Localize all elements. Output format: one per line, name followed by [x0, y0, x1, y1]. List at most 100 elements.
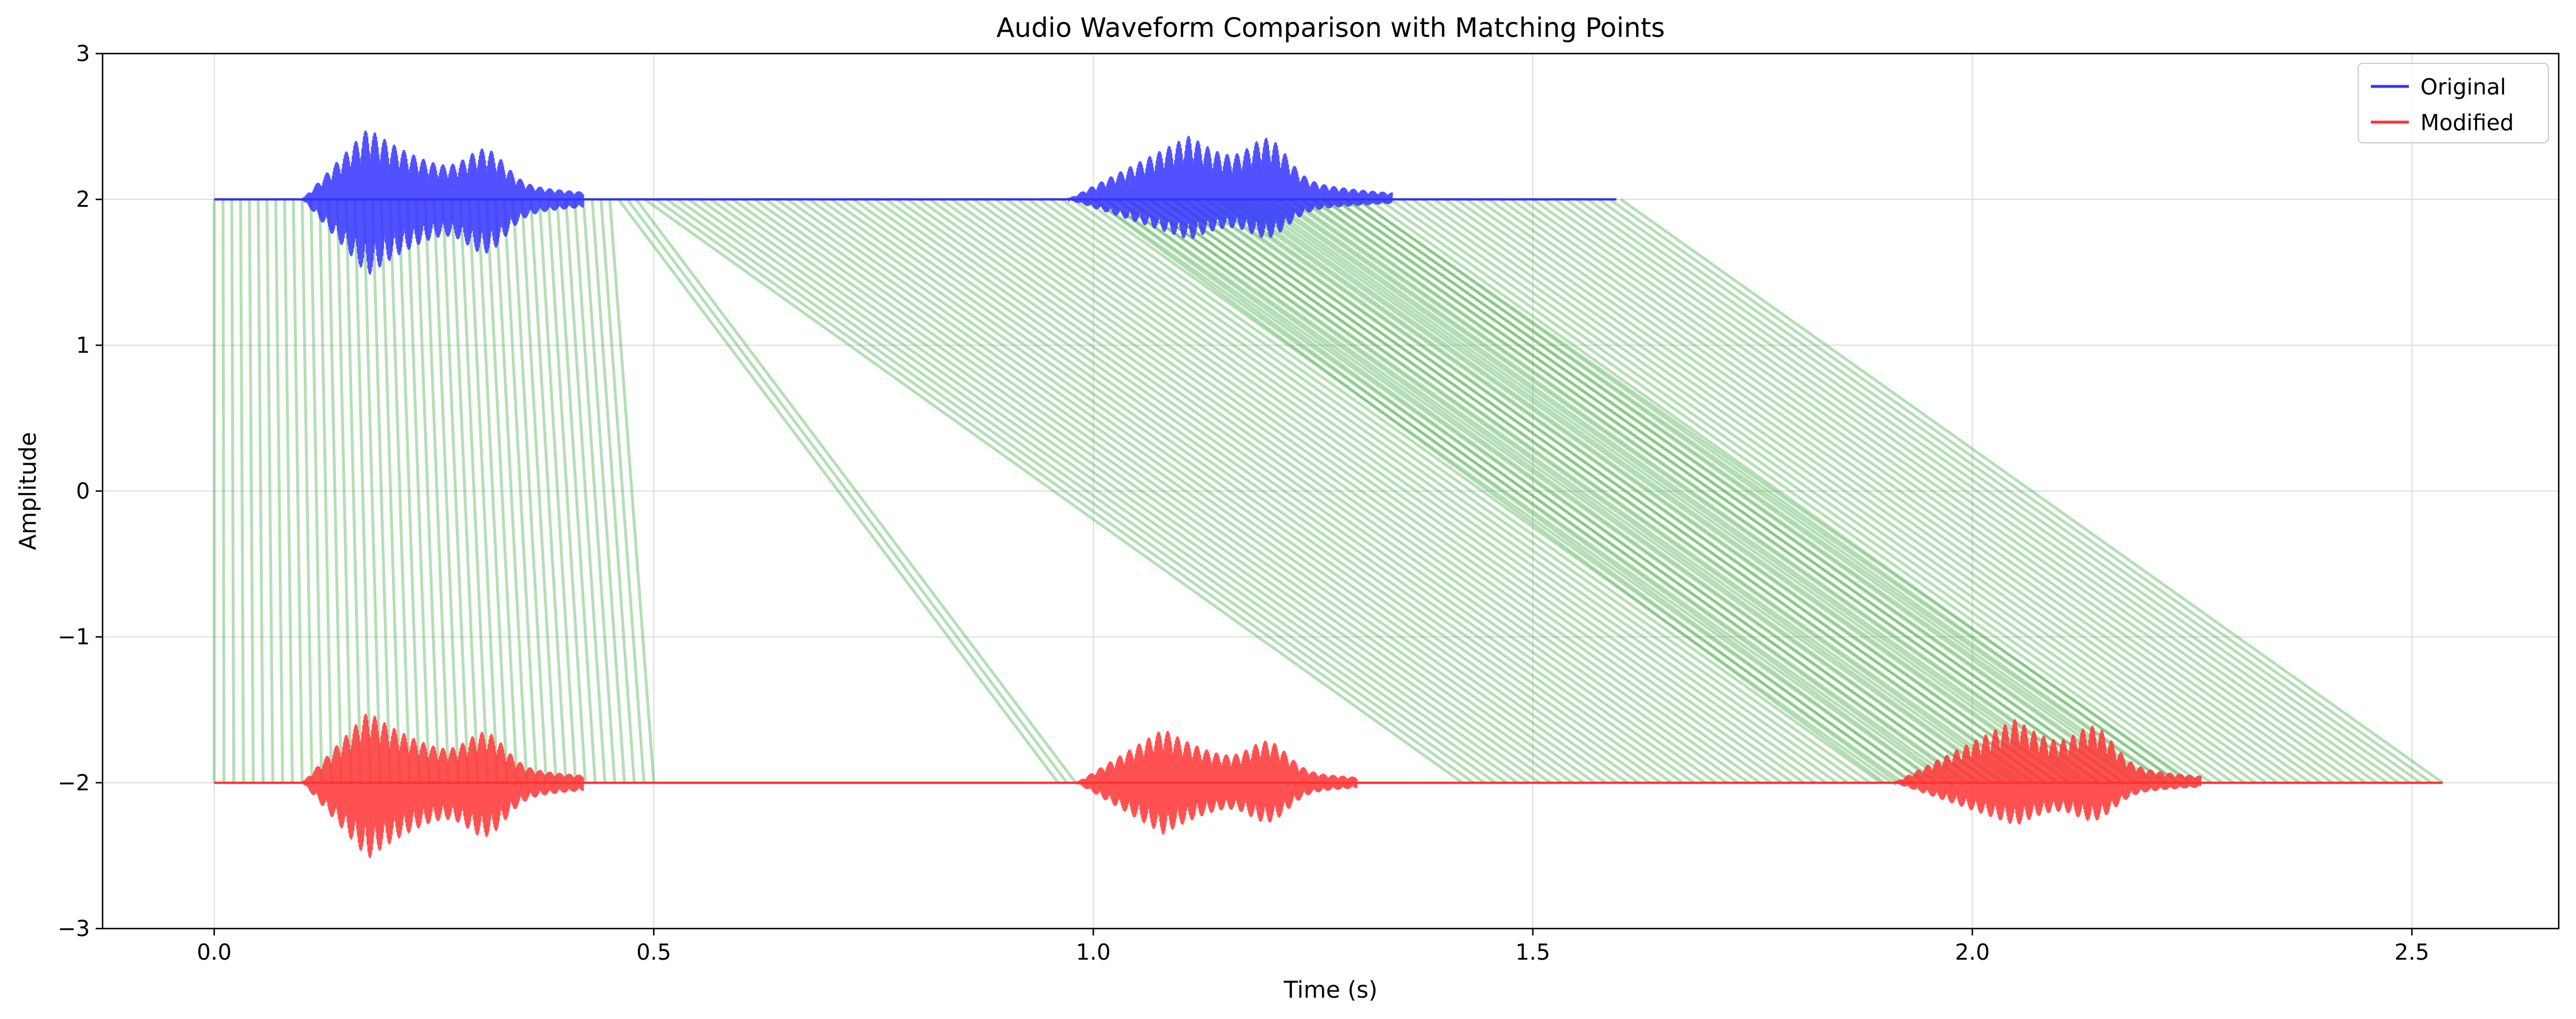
waveform-burst — [1067, 135, 1393, 239]
matching-line — [476, 199, 509, 783]
matching-line — [467, 199, 499, 783]
matching-line — [1356, 198, 2193, 784]
y-tick-label: 2 — [76, 187, 90, 212]
matching-line — [1192, 198, 2014, 784]
matching-line — [1433, 198, 2257, 784]
matching-line — [300, 199, 313, 783]
matching-line — [896, 198, 1717, 784]
matching-line — [655, 198, 1475, 784]
matching-line — [731, 198, 1552, 784]
matching-line — [1253, 198, 2073, 784]
matching-line — [1137, 198, 1959, 784]
matching-line — [485, 199, 519, 783]
matching-line — [1195, 198, 2006, 784]
matching-line — [406, 199, 431, 783]
matching-line — [1298, 198, 2126, 784]
matching-line — [556, 199, 597, 783]
matching-line — [929, 198, 1750, 784]
legend: Original Modified — [2358, 63, 2549, 143]
matching-line — [1608, 198, 2433, 784]
y-tick-label: −1 — [58, 624, 90, 650]
matching-line — [962, 198, 1783, 784]
matching-line — [1170, 198, 1992, 784]
x-tick-label: 0.5 — [636, 940, 671, 965]
matching-line — [841, 198, 1662, 784]
matching-line — [450, 199, 479, 783]
matching-line — [1181, 198, 2003, 784]
matching-line — [309, 199, 323, 783]
matching-line — [1092, 198, 1886, 784]
matching-line — [1006, 198, 1827, 784]
axis-ticks: 0.0 0.5 1.0 1.5 2.0 2.5 3 2 1 0 −1 −2 −3 — [58, 41, 2430, 965]
matching-line — [1049, 198, 1871, 784]
matching-line — [546, 199, 587, 783]
x-axis-label: Time (s) — [1283, 977, 1378, 1003]
matching-line — [1411, 198, 2234, 784]
matching-line — [1060, 198, 1882, 784]
matching-line — [634, 198, 1077, 784]
matching-line — [1093, 198, 1915, 784]
matching-line — [1488, 198, 2311, 784]
matching-line — [1587, 198, 2411, 784]
matching-line — [1321, 198, 2153, 784]
matching-line — [644, 198, 1464, 784]
matching-line — [698, 198, 1519, 784]
matching-line — [1214, 198, 2037, 784]
matching-line — [688, 198, 1508, 784]
matching-line — [1104, 198, 1926, 784]
y-tick-label: −3 — [58, 916, 90, 941]
matching-line — [221, 199, 226, 783]
y-tick-label: −2 — [58, 770, 90, 795]
matching-line — [720, 198, 1541, 784]
matching-line — [335, 199, 353, 783]
matching-line — [1344, 198, 2180, 784]
x-tick-label: 0.0 — [197, 940, 232, 965]
matching-line — [371, 199, 392, 783]
matching-line — [1150, 198, 1952, 784]
matching-line — [940, 198, 1761, 784]
matching-line — [1287, 198, 2113, 784]
matching-line — [1264, 198, 2086, 784]
matching-line — [1071, 198, 1893, 784]
matching-line — [538, 199, 577, 783]
matching-line — [292, 199, 304, 783]
matching-line — [666, 198, 1486, 784]
matching-line — [1236, 198, 2058, 784]
matching-line — [265, 199, 274, 783]
matching-line — [830, 198, 1651, 784]
series-original — [214, 130, 1616, 275]
matching-line — [1159, 198, 1981, 784]
matching-line — [1346, 198, 2169, 784]
matching-line — [1455, 198, 2279, 784]
matching-line — [380, 199, 402, 783]
matching-line — [283, 199, 294, 783]
matching-line — [239, 199, 245, 783]
matching-line — [608, 199, 655, 783]
matching-line — [753, 198, 1574, 784]
matching-line — [995, 198, 1816, 784]
matching-line — [798, 198, 1618, 784]
matching-line — [885, 198, 1706, 784]
matching-line — [564, 199, 607, 783]
matching-line — [776, 198, 1596, 784]
matching-line — [424, 199, 451, 783]
matching-line — [1230, 198, 2046, 784]
matching-line — [248, 199, 255, 783]
matching-line — [1400, 198, 2223, 784]
matching-line — [529, 199, 568, 783]
matching-line — [1422, 198, 2246, 784]
matching-line — [581, 199, 626, 783]
legend-label: Original — [2420, 74, 2506, 100]
matching-line — [459, 199, 489, 783]
matching-line — [1082, 198, 1904, 784]
y-tick-label: 3 — [76, 41, 90, 66]
x-tick-label: 1.5 — [1516, 940, 1550, 965]
matching-line — [1280, 198, 2102, 784]
matching-line — [918, 198, 1739, 784]
matching-line — [1028, 198, 1849, 784]
matching-line — [1258, 198, 2080, 784]
matching-line — [1597, 198, 2422, 784]
matching-line — [345, 199, 362, 783]
matching-line — [1172, 198, 1979, 784]
